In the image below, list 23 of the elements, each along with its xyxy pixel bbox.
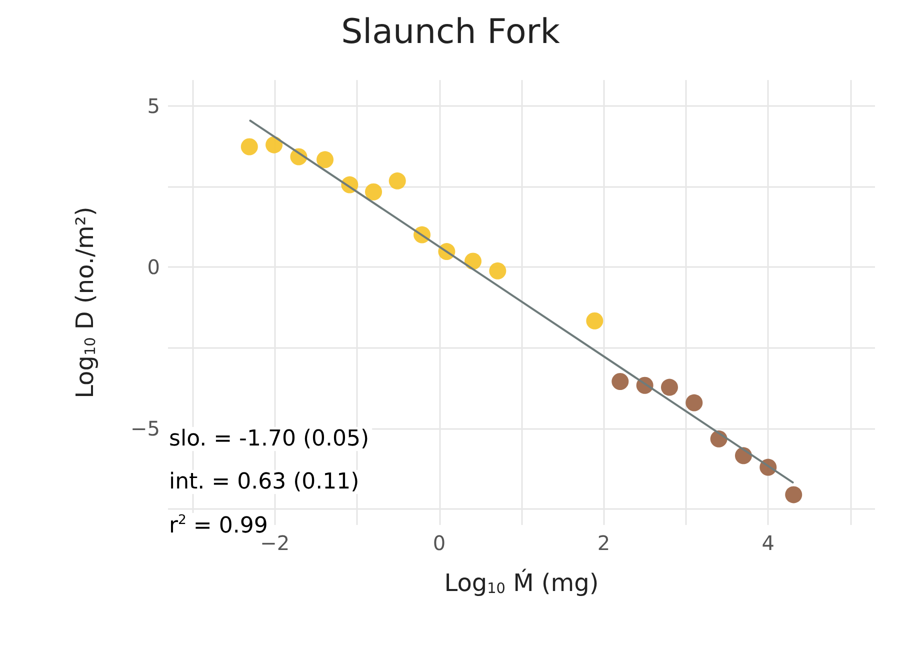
point bbox=[240, 138, 258, 156]
point bbox=[686, 394, 703, 412]
y-tick-label: −5 bbox=[130, 416, 160, 440]
y-tick-label: 0 bbox=[147, 255, 160, 280]
point bbox=[365, 183, 382, 200]
point bbox=[388, 172, 406, 190]
x-tick-label: 4 bbox=[762, 531, 774, 555]
point bbox=[266, 136, 283, 154]
point bbox=[660, 378, 678, 396]
annotation: slo. = -1.70 (0.05) bbox=[169, 426, 370, 452]
point bbox=[612, 373, 629, 390]
x-tick-label: 0 bbox=[432, 531, 446, 555]
point bbox=[785, 486, 802, 504]
x-tick-label: 2 bbox=[597, 531, 610, 555]
point bbox=[316, 151, 334, 168]
y-tick-label: 5 bbox=[147, 94, 160, 118]
point bbox=[464, 252, 482, 270]
y-axis-title: Log10 D (no./m²) bbox=[71, 206, 99, 398]
x-axis-title: Log10 Ḿ (mg) bbox=[444, 568, 599, 597]
point bbox=[586, 312, 604, 330]
point bbox=[489, 262, 506, 280]
annotation: int. = 0.63 (0.11) bbox=[169, 470, 360, 494]
chart-title: Slaunch Fork bbox=[341, 12, 560, 52]
